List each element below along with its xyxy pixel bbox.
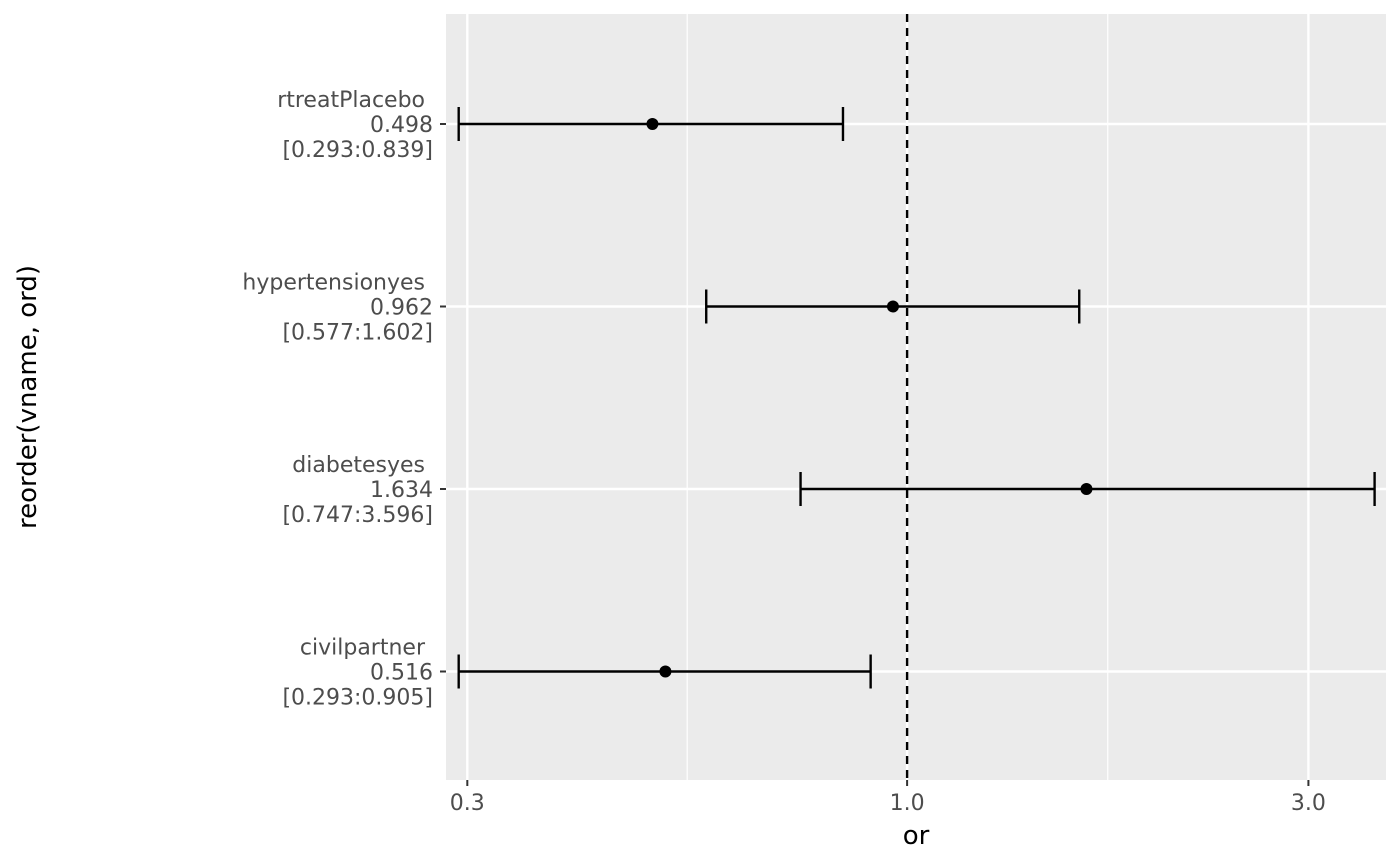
estimate-point: [659, 665, 672, 678]
estimate-point: [646, 118, 659, 130]
y-tick-label-name: diabetesyes: [292, 453, 425, 478]
plot-panel: [446, 14, 1386, 780]
y-tick-label-ci: [0.293:0.839]: [282, 138, 433, 163]
y-tick-label-name: hypertensionyes: [242, 271, 425, 296]
forest-row-civilpartner: [457, 654, 872, 689]
y-tick-label-value: 0.962: [370, 296, 433, 321]
series-marks: [457, 107, 1376, 689]
y-tick-label-name: civilpartner: [300, 636, 426, 661]
forest-row-hypertensionyes: [705, 289, 1081, 324]
forest-row-diabetesyes: [799, 472, 1376, 506]
y-axis-title: reorder(vname, ord): [13, 265, 43, 529]
estimate-point: [1080, 483, 1093, 495]
x-axis: 0.3 1.0 3.0: [450, 780, 1326, 816]
y-tick-label-ci: [0.293:0.905]: [282, 686, 433, 711]
x-tick-label: 3.0: [1291, 791, 1326, 816]
y-tick-label-ci: [0.747:3.596]: [282, 503, 433, 528]
x-tick-label: 0.3: [450, 791, 485, 816]
y-tick-label-value: 1.634: [370, 478, 433, 503]
y-tick-label-ci: [0.577:1.602]: [282, 321, 433, 346]
y-tick-label-value: 0.516: [370, 661, 433, 686]
estimate-point: [886, 300, 899, 313]
x-axis-title: or: [903, 821, 930, 851]
x-tick-label: 1.0: [890, 791, 925, 816]
y-tick-label-value: 0.498: [370, 113, 433, 138]
forest-row-rtreatPlacebo: [457, 107, 845, 141]
minor-gridlines: [686, 14, 1109, 780]
y-tick-label-name: rtreatPlacebo: [277, 88, 425, 113]
